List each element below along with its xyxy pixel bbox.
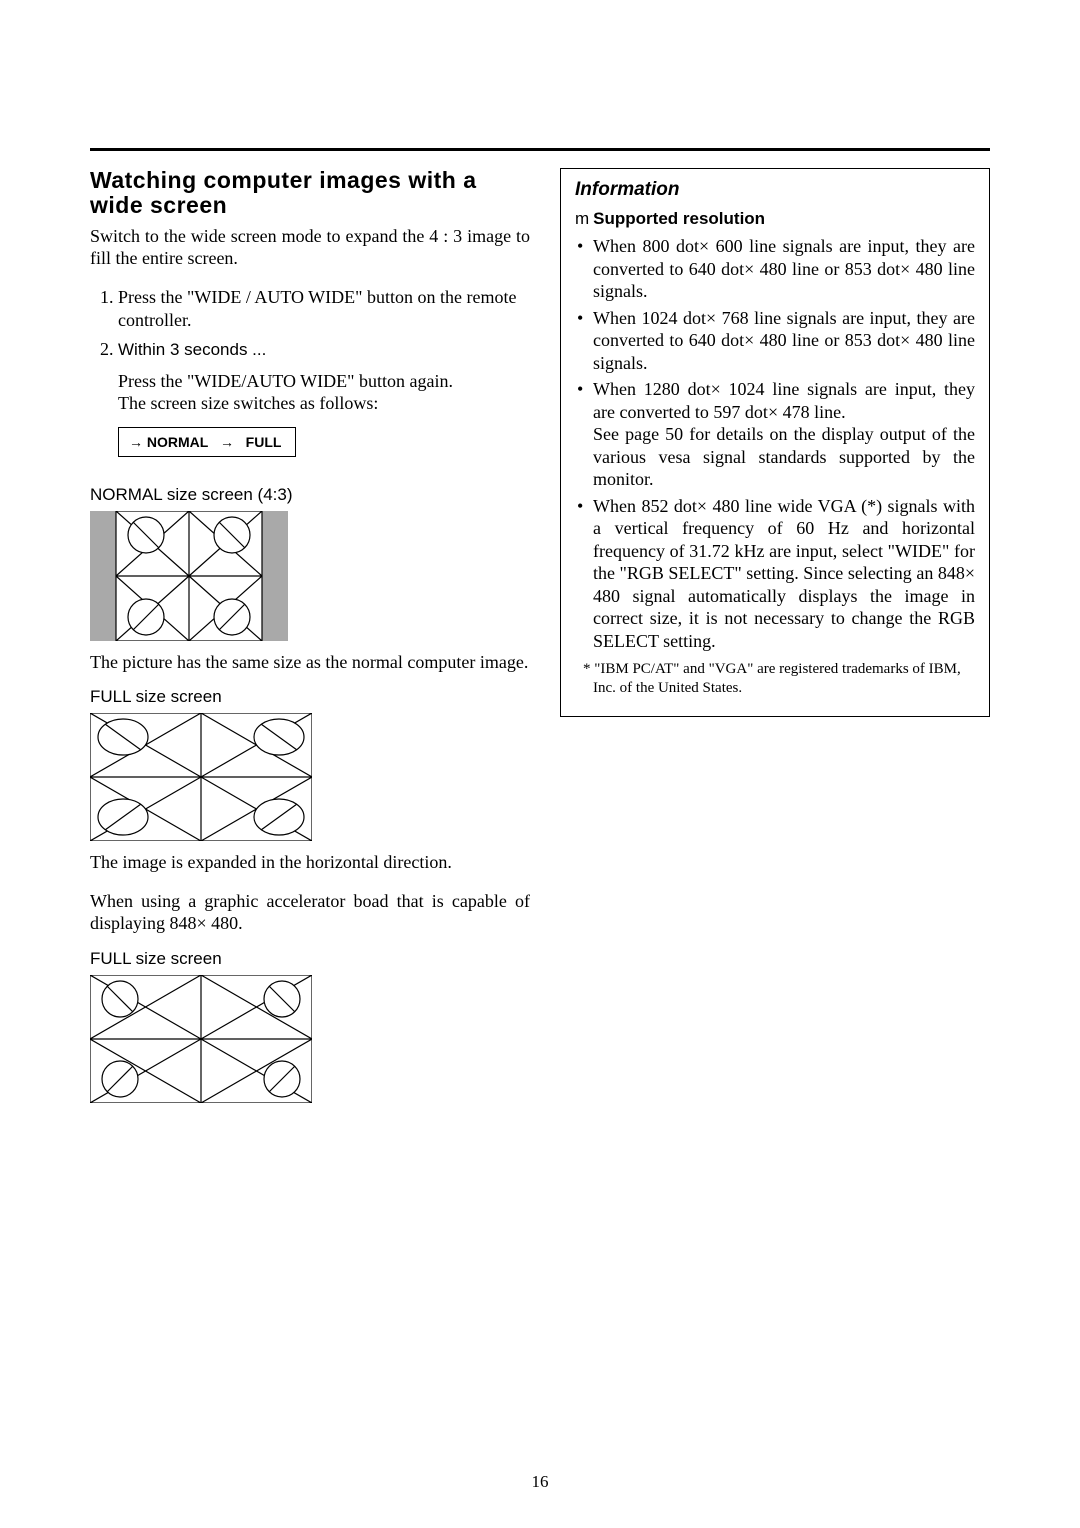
full1-label: FULL size screen xyxy=(90,687,530,707)
left-column: Watching computer images with a wide scr… xyxy=(90,168,530,1103)
info-sub-text: Supported resolution xyxy=(593,209,765,228)
bullet-1: When 800 dot× 600 line signals are input… xyxy=(593,235,975,303)
steps-list: Press the "WIDE / AUTO WIDE" button on t… xyxy=(90,286,530,362)
arrow-icon: → xyxy=(129,434,143,450)
top-divider xyxy=(90,148,990,151)
arrow-icon: → xyxy=(220,434,234,450)
mode-full-label: FULL xyxy=(246,434,282,450)
info-title: Information xyxy=(575,179,975,201)
step-2: Within 3 seconds ... xyxy=(118,338,530,361)
two-column-layout: Watching computer images with a wide scr… xyxy=(90,168,990,1103)
full1-caption: The image is expanded in the horizontal … xyxy=(90,851,530,874)
bullet-4: When 852 dot× 480 line wide VGA (*) sign… xyxy=(593,495,975,653)
footnote: * "IBM PC/AT" and "VGA" are registered t… xyxy=(575,660,975,698)
info-sub-marker: m xyxy=(575,209,589,228)
normal-label: NORMAL size screen (4:3) xyxy=(90,485,530,505)
step-1: Press the "WIDE / AUTO WIDE" button on t… xyxy=(118,286,530,333)
full1-diagram xyxy=(90,713,530,841)
mode-cycle-box: → NORMAL → FULL xyxy=(118,427,296,457)
bullet-3-main: When 1280 dot× 1024 line signals are inp… xyxy=(593,379,975,422)
right-column: Information mSupported resolution When 8… xyxy=(560,168,990,1103)
step-2-body-a: Press the "WIDE/AUTO WIDE" button again. xyxy=(118,370,530,393)
normal-caption: The picture has the same size as the nor… xyxy=(90,651,530,674)
full2-diagram xyxy=(90,975,530,1103)
bullet-2: When 1024 dot× 768 line signals are inpu… xyxy=(593,307,975,375)
mode-normal-label: NORMAL xyxy=(147,434,208,450)
full1-note: When using a graphic accelerator boad th… xyxy=(90,890,530,935)
information-box: Information mSupported resolution When 8… xyxy=(560,168,990,717)
step-2-lead: Within 3 seconds ... xyxy=(118,340,266,359)
page: Watching computer images with a wide scr… xyxy=(0,0,1080,1528)
step-2-body: Press the "WIDE/AUTO WIDE" button again.… xyxy=(90,370,530,415)
step-2-body-b: The screen size switches as follows: xyxy=(118,392,530,415)
info-bullets: When 800 dot× 600 line signals are input… xyxy=(575,235,975,652)
bullet-3-extra: See page 50 for details on the display o… xyxy=(593,424,975,489)
full2-label: FULL size screen xyxy=(90,949,530,969)
bullet-3: When 1280 dot× 1024 line signals are inp… xyxy=(593,378,975,491)
intro-text: Switch to the wide screen mode to expand… xyxy=(90,225,530,270)
info-subtitle: mSupported resolution xyxy=(575,209,975,229)
section-heading: Watching computer images with a wide scr… xyxy=(90,168,530,219)
step-1-text: Press the "WIDE / AUTO WIDE" button on t… xyxy=(118,287,516,330)
normal-diagram xyxy=(90,511,530,641)
page-number: 16 xyxy=(0,1472,1080,1492)
